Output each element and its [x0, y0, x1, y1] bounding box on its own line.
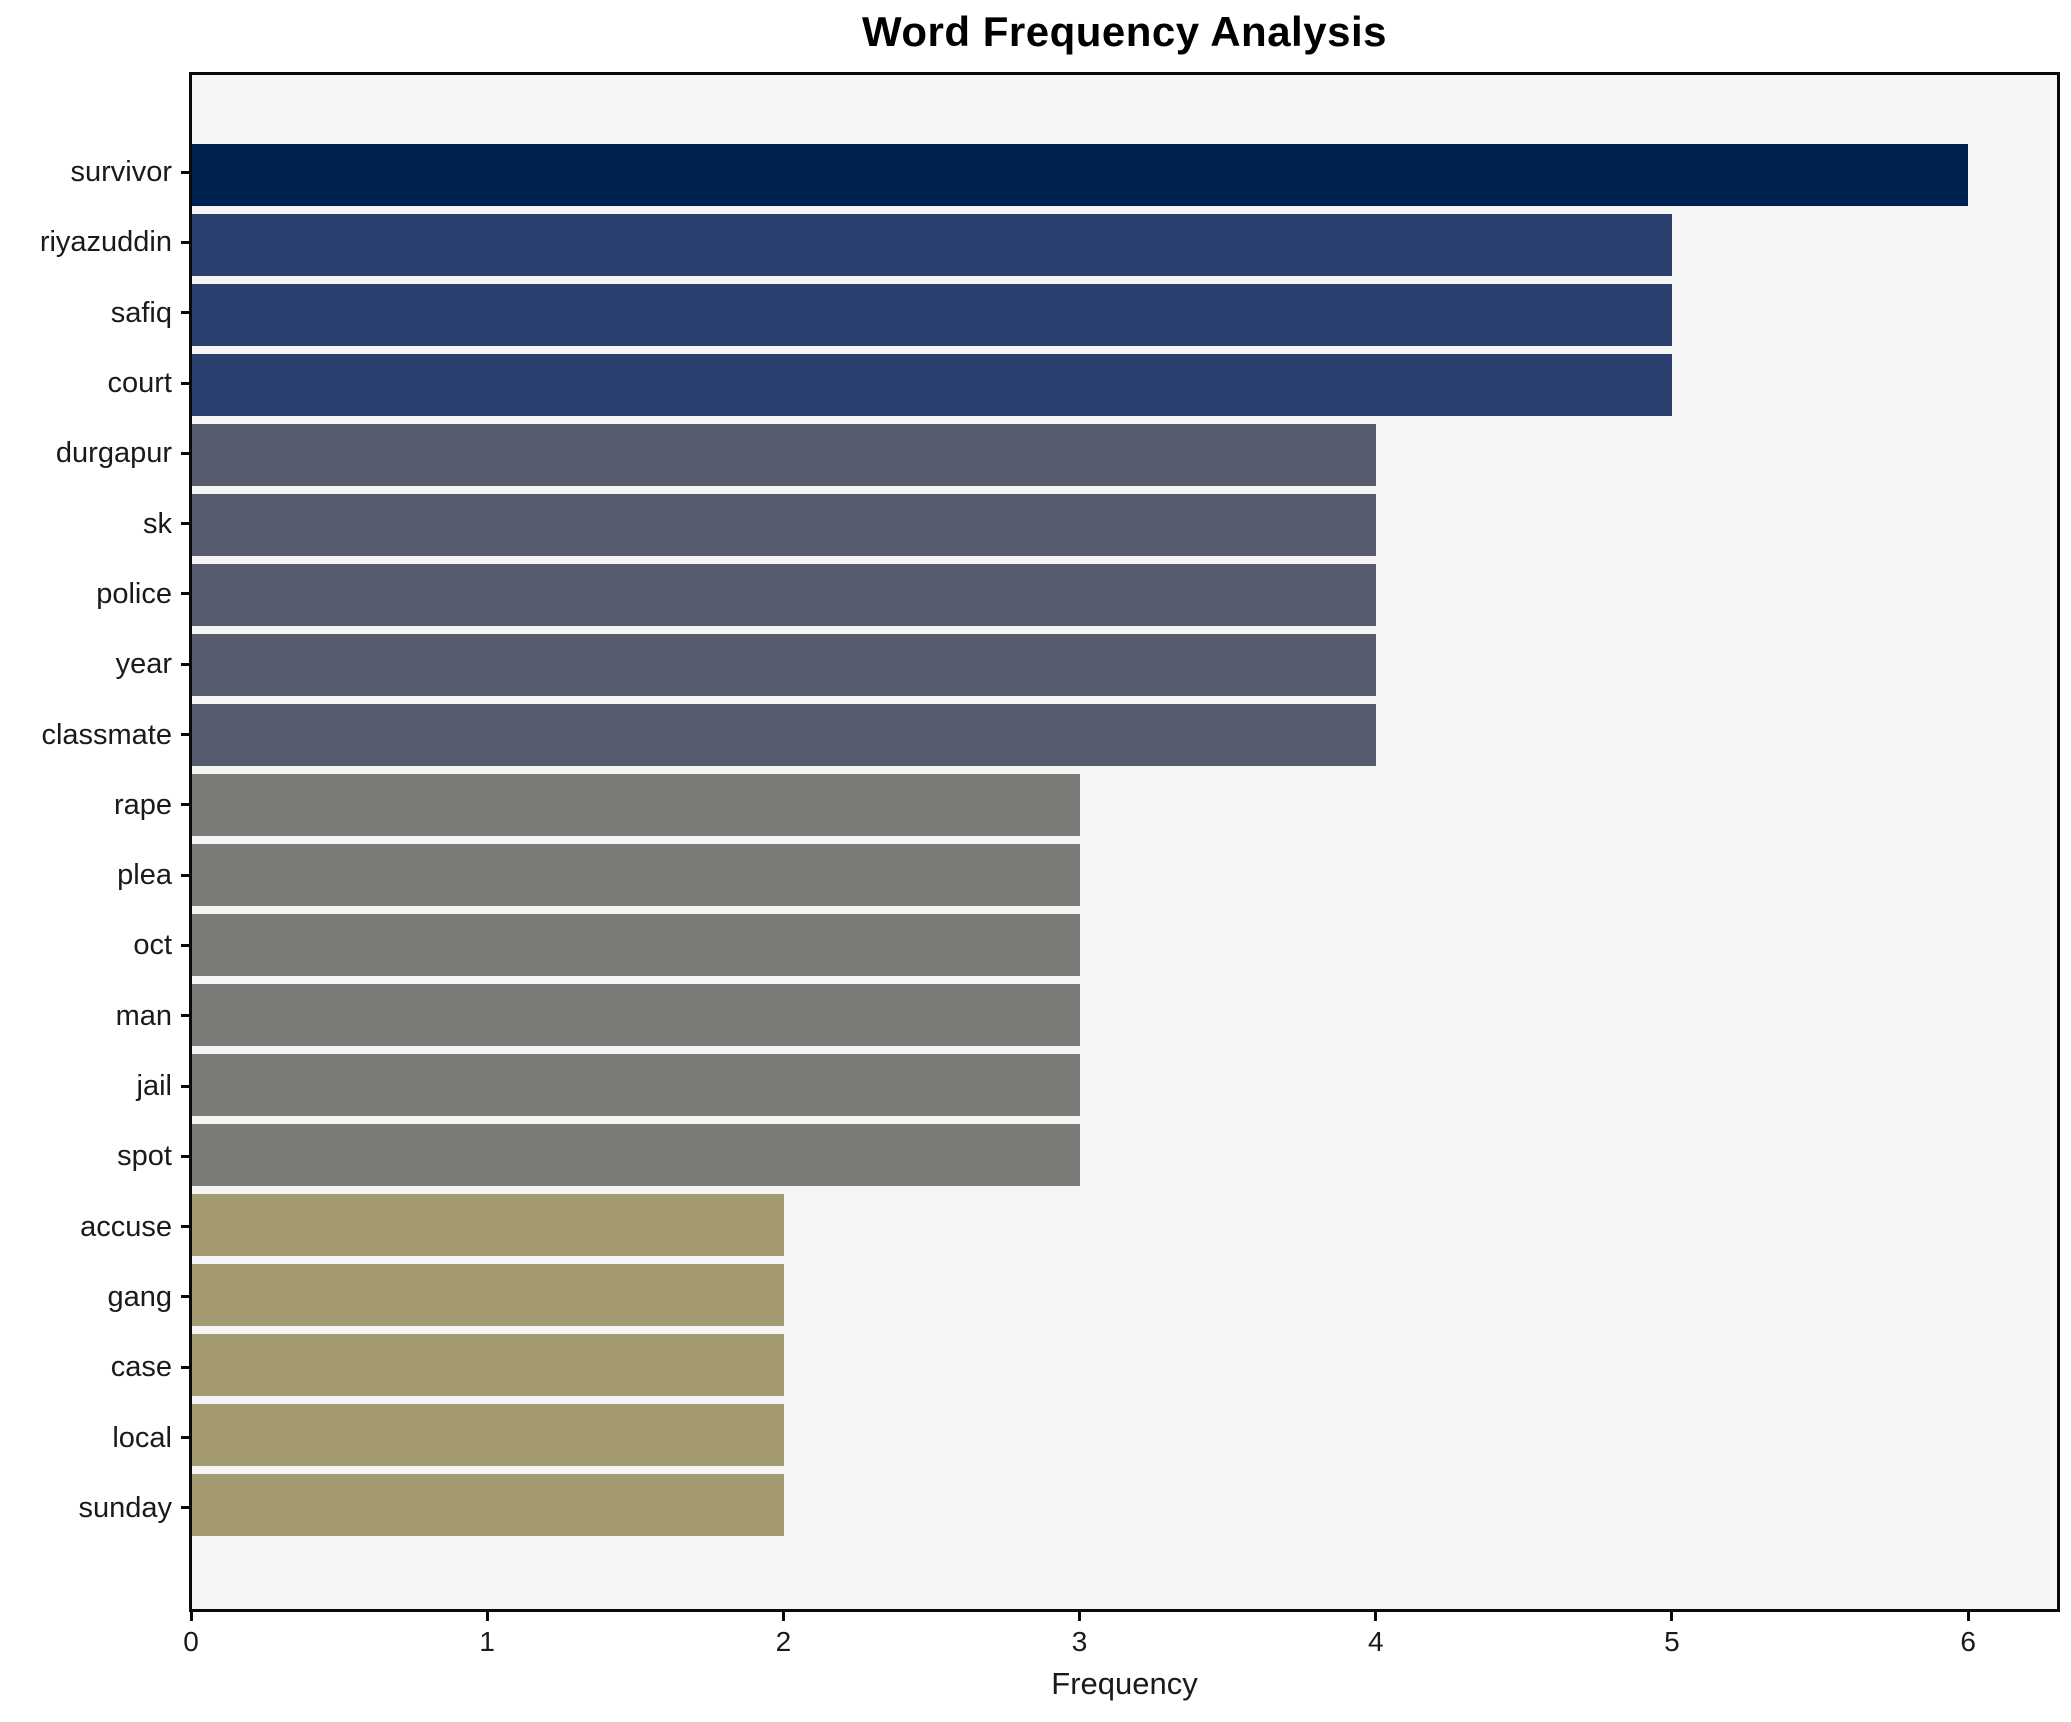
- bar-row-classmate: [192, 700, 2057, 770]
- bar-row-man: [192, 980, 2057, 1050]
- y-tick-mark: [181, 240, 190, 244]
- bar-row-jail: [192, 1050, 2057, 1120]
- bar-row-durgapur: [192, 420, 2057, 490]
- plot-area: [189, 72, 2060, 1612]
- y-tick-mark: [181, 170, 190, 174]
- bar-row-plea: [192, 840, 2057, 910]
- bar-rape: [192, 774, 1081, 836]
- bar-row-local: [192, 1400, 2057, 1470]
- bar-row-rape: [192, 770, 2057, 840]
- y-tick-mark: [181, 381, 190, 385]
- x-tick-label-0: 0: [183, 1626, 199, 1657]
- y-tick-mark: [181, 311, 190, 315]
- y-tick-label-police: police: [96, 577, 172, 610]
- y-tick-mark: [181, 1436, 190, 1440]
- y-tick-mark: [181, 1506, 190, 1510]
- y-tick-mark: [181, 1084, 190, 1088]
- x-tick-label-2: 2: [775, 1626, 792, 1657]
- x-tick-mark: [1374, 1612, 1378, 1621]
- x-tick-mark: [1966, 1612, 1970, 1621]
- bar-row-year: [192, 630, 2057, 700]
- y-tick-mark: [181, 1295, 190, 1299]
- bar-oct: [192, 914, 1081, 976]
- y-tick-label-accuse: accuse: [80, 1210, 172, 1243]
- y-tick-label-case: case: [110, 1351, 172, 1384]
- y-tick-label-local: local: [112, 1421, 172, 1454]
- x-tick-mark: [1078, 1612, 1082, 1621]
- bar-man: [192, 984, 1081, 1046]
- y-tick-mark: [181, 1014, 190, 1018]
- bar-row-police: [192, 560, 2057, 630]
- y-tick-label-classmate: classmate: [41, 718, 172, 751]
- y-tick-mark: [181, 1225, 190, 1229]
- x-tick-mark: [189, 1612, 193, 1621]
- bar-row-riyazuddin: [192, 210, 2057, 280]
- y-tick-mark: [181, 592, 190, 596]
- y-tick-mark: [181, 522, 190, 526]
- bar-spot: [192, 1124, 1081, 1186]
- x-tick-label-4: 4: [1367, 1626, 1384, 1657]
- y-tick-label-jail: jail: [136, 1070, 172, 1103]
- bar-row-spot: [192, 1120, 2057, 1190]
- y-tick-label-riyazuddin: riyazuddin: [39, 226, 172, 259]
- bar-row-oct: [192, 910, 2057, 980]
- bar-row-safiq: [192, 280, 2057, 350]
- bar-sk: [192, 494, 1377, 556]
- y-tick-label-spot: spot: [117, 1140, 172, 1173]
- bar-row-case: [192, 1330, 2057, 1400]
- bar-plea: [192, 844, 1081, 906]
- y-tick-mark: [181, 873, 190, 877]
- bar-sunday: [192, 1474, 785, 1536]
- y-tick-mark: [181, 1365, 190, 1369]
- bar-accuse: [192, 1194, 785, 1256]
- x-tick-label-3: 3: [1071, 1626, 1088, 1657]
- bar-durgapur: [192, 424, 1377, 486]
- y-tick-label-court: court: [107, 367, 172, 400]
- bar-safiq: [192, 284, 1673, 346]
- y-tick-label-gang: gang: [107, 1280, 172, 1313]
- bar-year: [192, 634, 1377, 696]
- bar-row-gang: [192, 1260, 2057, 1330]
- y-tick-mark: [181, 1154, 190, 1158]
- bar-row-survivor: [192, 140, 2057, 210]
- y-tick-mark: [181, 943, 190, 947]
- bar-row-sunday: [192, 1470, 2057, 1540]
- x-axis-label: Frequency: [1051, 1666, 1198, 1701]
- y-tick-label-oct: oct: [133, 929, 172, 962]
- bar-case: [192, 1334, 785, 1396]
- bars-container: [192, 75, 2057, 1609]
- bar-row-court: [192, 350, 2057, 420]
- x-tick-mark: [1670, 1612, 1674, 1621]
- bar-survivor: [192, 144, 1969, 206]
- bar-police: [192, 564, 1377, 626]
- bar-gang: [192, 1264, 785, 1326]
- y-tick-label-man: man: [115, 999, 172, 1032]
- y-tick-label-rape: rape: [113, 788, 172, 821]
- y-tick-label-sunday: sunday: [78, 1491, 172, 1524]
- y-tick-mark: [181, 733, 190, 737]
- y-tick-label-survivor: survivor: [70, 156, 172, 189]
- bar-court: [192, 354, 1673, 416]
- bar-row-accuse: [192, 1190, 2057, 1260]
- x-tick-mark: [781, 1612, 785, 1621]
- bar-riyazuddin: [192, 214, 1673, 276]
- y-tick-mark: [181, 662, 190, 666]
- bar-classmate: [192, 704, 1377, 766]
- x-tick-mark: [485, 1612, 489, 1621]
- y-tick-label-durgapur: durgapur: [55, 437, 172, 470]
- x-tick-label-6: 6: [1960, 1626, 1976, 1657]
- y-tick-label-safiq: safiq: [110, 296, 172, 329]
- bar-local: [192, 1404, 785, 1466]
- bar-row-sk: [192, 490, 2057, 560]
- y-tick-label-year: year: [115, 648, 172, 681]
- y-tick-label-plea: plea: [117, 859, 172, 892]
- chart-title: Word Frequency Analysis: [862, 8, 1387, 55]
- y-tick-mark: [181, 803, 190, 807]
- bar-jail: [192, 1054, 1081, 1116]
- x-tick-label-1: 1: [479, 1626, 495, 1657]
- x-tick-label-5: 5: [1664, 1626, 1680, 1657]
- y-tick-mark: [181, 451, 190, 455]
- y-tick-label-sk: sk: [143, 507, 172, 540]
